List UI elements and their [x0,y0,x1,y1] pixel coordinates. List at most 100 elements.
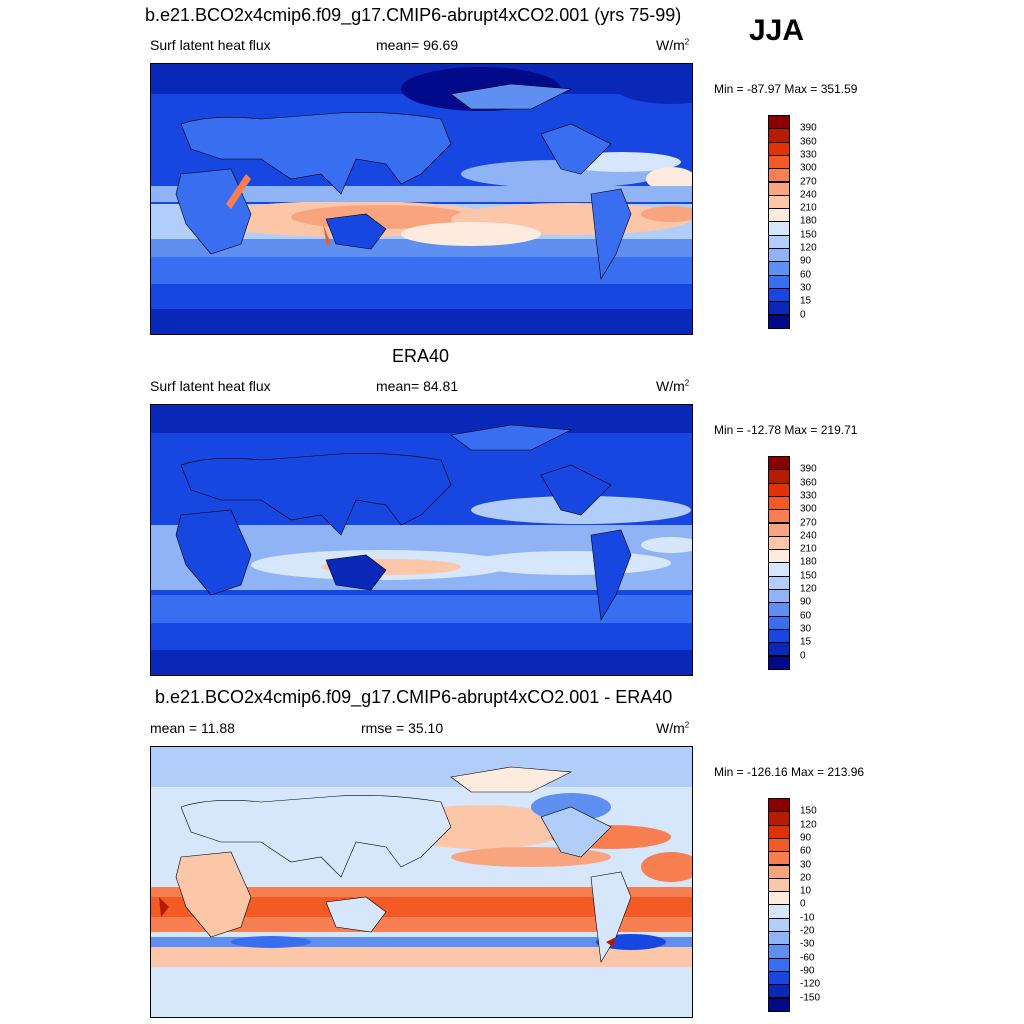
colorbar-swatch [768,957,790,972]
colorbar-swatch [768,234,790,249]
colorbar-swatch [768,851,790,866]
colorbar-label: 0 [800,898,806,910]
panel-1-title: b.e21.BCO2x4cmip6.f09_g17.CMIP6-abrupt4x… [145,5,682,25]
colorbar-swatch [768,837,790,853]
colorbar-swatch [768,261,790,276]
colorbar-label: 60 [800,610,812,622]
colorbar-swatch [768,655,790,670]
colorbar-label: -150 [800,992,821,1003]
panel-2-variable-label: Surf latent heat flux [150,378,271,394]
panel-2-mean-label: mean= 84.81 [376,378,459,394]
colorbar-label: -10 [800,912,815,924]
colorbar-label: 300 [800,162,817,174]
panel-2-title: ERA40 [392,346,450,366]
colorbar-label: 30 [800,623,812,635]
colorbar-label: 330 [800,149,817,161]
panel-3-rmse-label: rmse = 35.10 [361,720,444,736]
colorbar-swatch [768,891,790,906]
colorbar-swatch [768,208,790,223]
colorbar-label: 390 [800,122,817,134]
colorbar-label: -90 [800,965,815,977]
colorbar-swatch [768,287,790,303]
colorbar-label: 120 [800,242,817,254]
colorbar-label: 0 [800,309,806,320]
colorbar-swatch [768,535,790,551]
colorbar-label: 90 [800,832,812,844]
colorbar-label: 180 [800,556,817,568]
panel-3-mean-label: mean = 11.88 [150,720,235,736]
colorbar-label: 210 [800,202,817,214]
panel-3-title: b.e21.BCO2x4cmip6.f09_g17.CMIP6-abrupt4x… [155,687,673,707]
colorbar-label: 90 [800,255,812,267]
colorbar-swatch [768,917,790,932]
colorbar-label: 270 [800,176,817,187]
colorbar-swatch [768,984,790,999]
colorbar-swatch [768,615,790,630]
colorbar-label: 300 [800,503,817,515]
colorbar-label: 120 [800,583,817,595]
colorbar-label: 330 [800,490,817,502]
panel-1-mean-label: mean= 96.69 [376,37,459,53]
colorbar-label: 0 [800,650,806,661]
colorbar-swatch [768,194,790,210]
colorbar-swatch [768,482,790,497]
colorbar-label: 180 [800,215,817,227]
colorbar-label: 390 [800,463,817,475]
colorbar-swatch [768,128,790,143]
colorbar-swatch [768,931,790,946]
colorbar-label: -20 [800,925,815,937]
colorbar-swatch [768,221,790,236]
colorbar-label: 360 [800,477,817,489]
colorbar-swatch [768,301,790,316]
colorbar-label: -30 [800,938,815,950]
colorbar-label: 15 [800,636,812,648]
panel-1-map [150,63,693,335]
colorbar-label: 240 [800,189,817,201]
colorbar-label: 60 [800,845,812,857]
colorbar-label: 270 [800,517,817,528]
panel-1-units: W/m2 [656,37,690,53]
colorbar-swatch [768,181,790,196]
colorbar-swatch [768,549,790,564]
colorbar-swatch [768,904,790,919]
colorbar-label: 10 [800,885,812,897]
colorbar-label: 240 [800,530,817,542]
colorbar-swatch [768,115,790,130]
colorbar-label: 150 [800,805,817,817]
colorbar-label: 120 [800,819,817,831]
colorbar-swatch [768,642,790,657]
colorbar-label: 150 [800,229,817,241]
colorbar-swatch [768,798,790,813]
colorbar-swatch [768,509,790,524]
panel-2-minmax: Min = -12.78 Max = 219.71 [714,423,858,437]
colorbar-swatch [768,314,790,329]
colorbar-label: 30 [800,859,812,870]
colorbar-swatch [768,811,790,826]
colorbar-label: 15 [800,295,812,307]
colorbar-swatch [768,628,790,644]
colorbar-swatch [768,154,790,170]
colorbar-swatch [768,589,790,604]
colorbar-swatch [768,274,790,289]
colorbar-swatch [768,602,790,617]
panel-1-variable-label: Surf latent heat flux [150,37,271,53]
colorbar-swatch [768,864,790,879]
colorbar-swatch [768,456,790,471]
colorbar-label: 20 [800,872,812,884]
colorbar-label: 30 [800,282,812,294]
colorbar-label: -120 [800,978,821,990]
colorbar-swatch [768,469,790,484]
colorbar-swatch [768,495,790,511]
colorbar-label: -60 [800,952,815,964]
colorbar-label: 150 [800,570,817,582]
colorbar-swatch [768,944,790,959]
season-label: JJA [749,14,805,47]
colorbar-swatch [768,562,790,577]
colorbar-swatch [768,824,790,839]
colorbar-swatch [768,575,790,590]
colorbar-label: 210 [800,543,817,555]
panel-1-minmax: Min = -87.97 Max = 351.59 [714,82,858,96]
colorbar-label: 60 [800,269,812,281]
colorbar-label: 90 [800,596,812,608]
colorbar-swatch [768,970,790,986]
